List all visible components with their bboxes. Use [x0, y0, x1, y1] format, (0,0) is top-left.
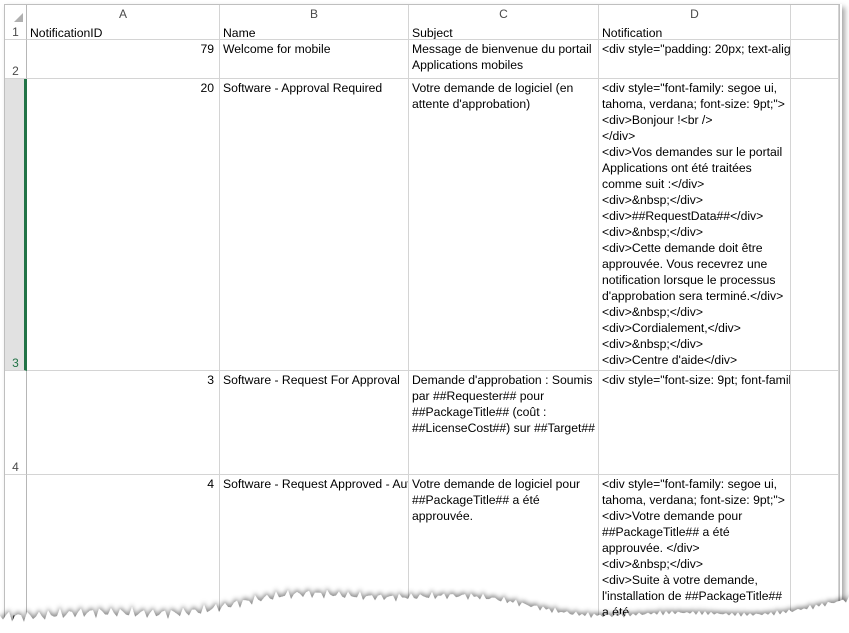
- cell-A2[interactable]: 79: [27, 40, 220, 79]
- cell-D3[interactable]: <div style="font-family: segoe ui, tahom…: [599, 79, 791, 371]
- cell-E3[interactable]: [791, 79, 839, 371]
- cell-B4[interactable]: Software - Request For Approval: [220, 371, 409, 475]
- cell-B5[interactable]: Software - Request Approved - Auto: [220, 475, 409, 628]
- row-header-2[interactable]: 2: [5, 40, 27, 79]
- cell-C3[interactable]: Votre demande de logiciel (en attente d'…: [409, 79, 599, 371]
- row-header-3[interactable]: 3: [5, 79, 27, 371]
- row-number-label: 3: [12, 356, 19, 370]
- cell-A5[interactable]: 4: [27, 475, 220, 628]
- row-number-label: 1: [12, 25, 19, 39]
- row-header-strip[interactable]: 1 2 3 4 5: [5, 24, 27, 628]
- cell-C4[interactable]: Demande d'approbation : Soumis par ##Req…: [409, 371, 599, 475]
- cell-D1[interactable]: Notification: [599, 24, 791, 40]
- row-number-label: 2: [12, 64, 19, 78]
- cell-B2[interactable]: Welcome for mobile: [220, 40, 409, 79]
- cell-E4[interactable]: [791, 371, 839, 475]
- cell-A4[interactable]: 3: [27, 371, 220, 475]
- select-all-button[interactable]: [5, 5, 27, 24]
- column-header-a[interactable]: A: [27, 5, 220, 24]
- cell-B3[interactable]: Software - Approval Required: [220, 79, 409, 371]
- cell-B1[interactable]: Name: [220, 24, 409, 40]
- cell-D5[interactable]: <div style="font-family: segoe ui, tahom…: [599, 475, 791, 628]
- column-header-b[interactable]: B: [220, 5, 409, 24]
- cell-E5[interactable]: [791, 475, 839, 628]
- cell-A3[interactable]: 20: [27, 79, 220, 371]
- cell-E2[interactable]: [791, 40, 839, 79]
- column-header-d[interactable]: D: [599, 5, 791, 24]
- cell-A1[interactable]: NotificationID: [27, 24, 220, 40]
- cell-C1[interactable]: Subject: [409, 24, 599, 40]
- cell-D2[interactable]: <div style="padding: 20px; text-align: c…: [599, 40, 791, 79]
- column-header-e[interactable]: [791, 5, 839, 24]
- cell-D4[interactable]: <div style="font-size: 9pt; font-family:…: [599, 371, 791, 475]
- select-all-triangle-icon: [14, 13, 23, 22]
- row-header-5[interactable]: 5: [5, 475, 27, 628]
- cell-C5[interactable]: Votre demande de logiciel pour ##Package…: [409, 475, 599, 628]
- row-number-label: 4: [12, 460, 19, 474]
- column-header-c[interactable]: C: [409, 5, 599, 24]
- cell-E1[interactable]: [791, 24, 839, 40]
- cell-C2[interactable]: Message de bienvenue du portail Applicat…: [409, 40, 599, 79]
- row-number-label: 5: [12, 613, 19, 627]
- row-header-4[interactable]: 4: [5, 371, 27, 475]
- row-header-1[interactable]: 1: [5, 24, 27, 40]
